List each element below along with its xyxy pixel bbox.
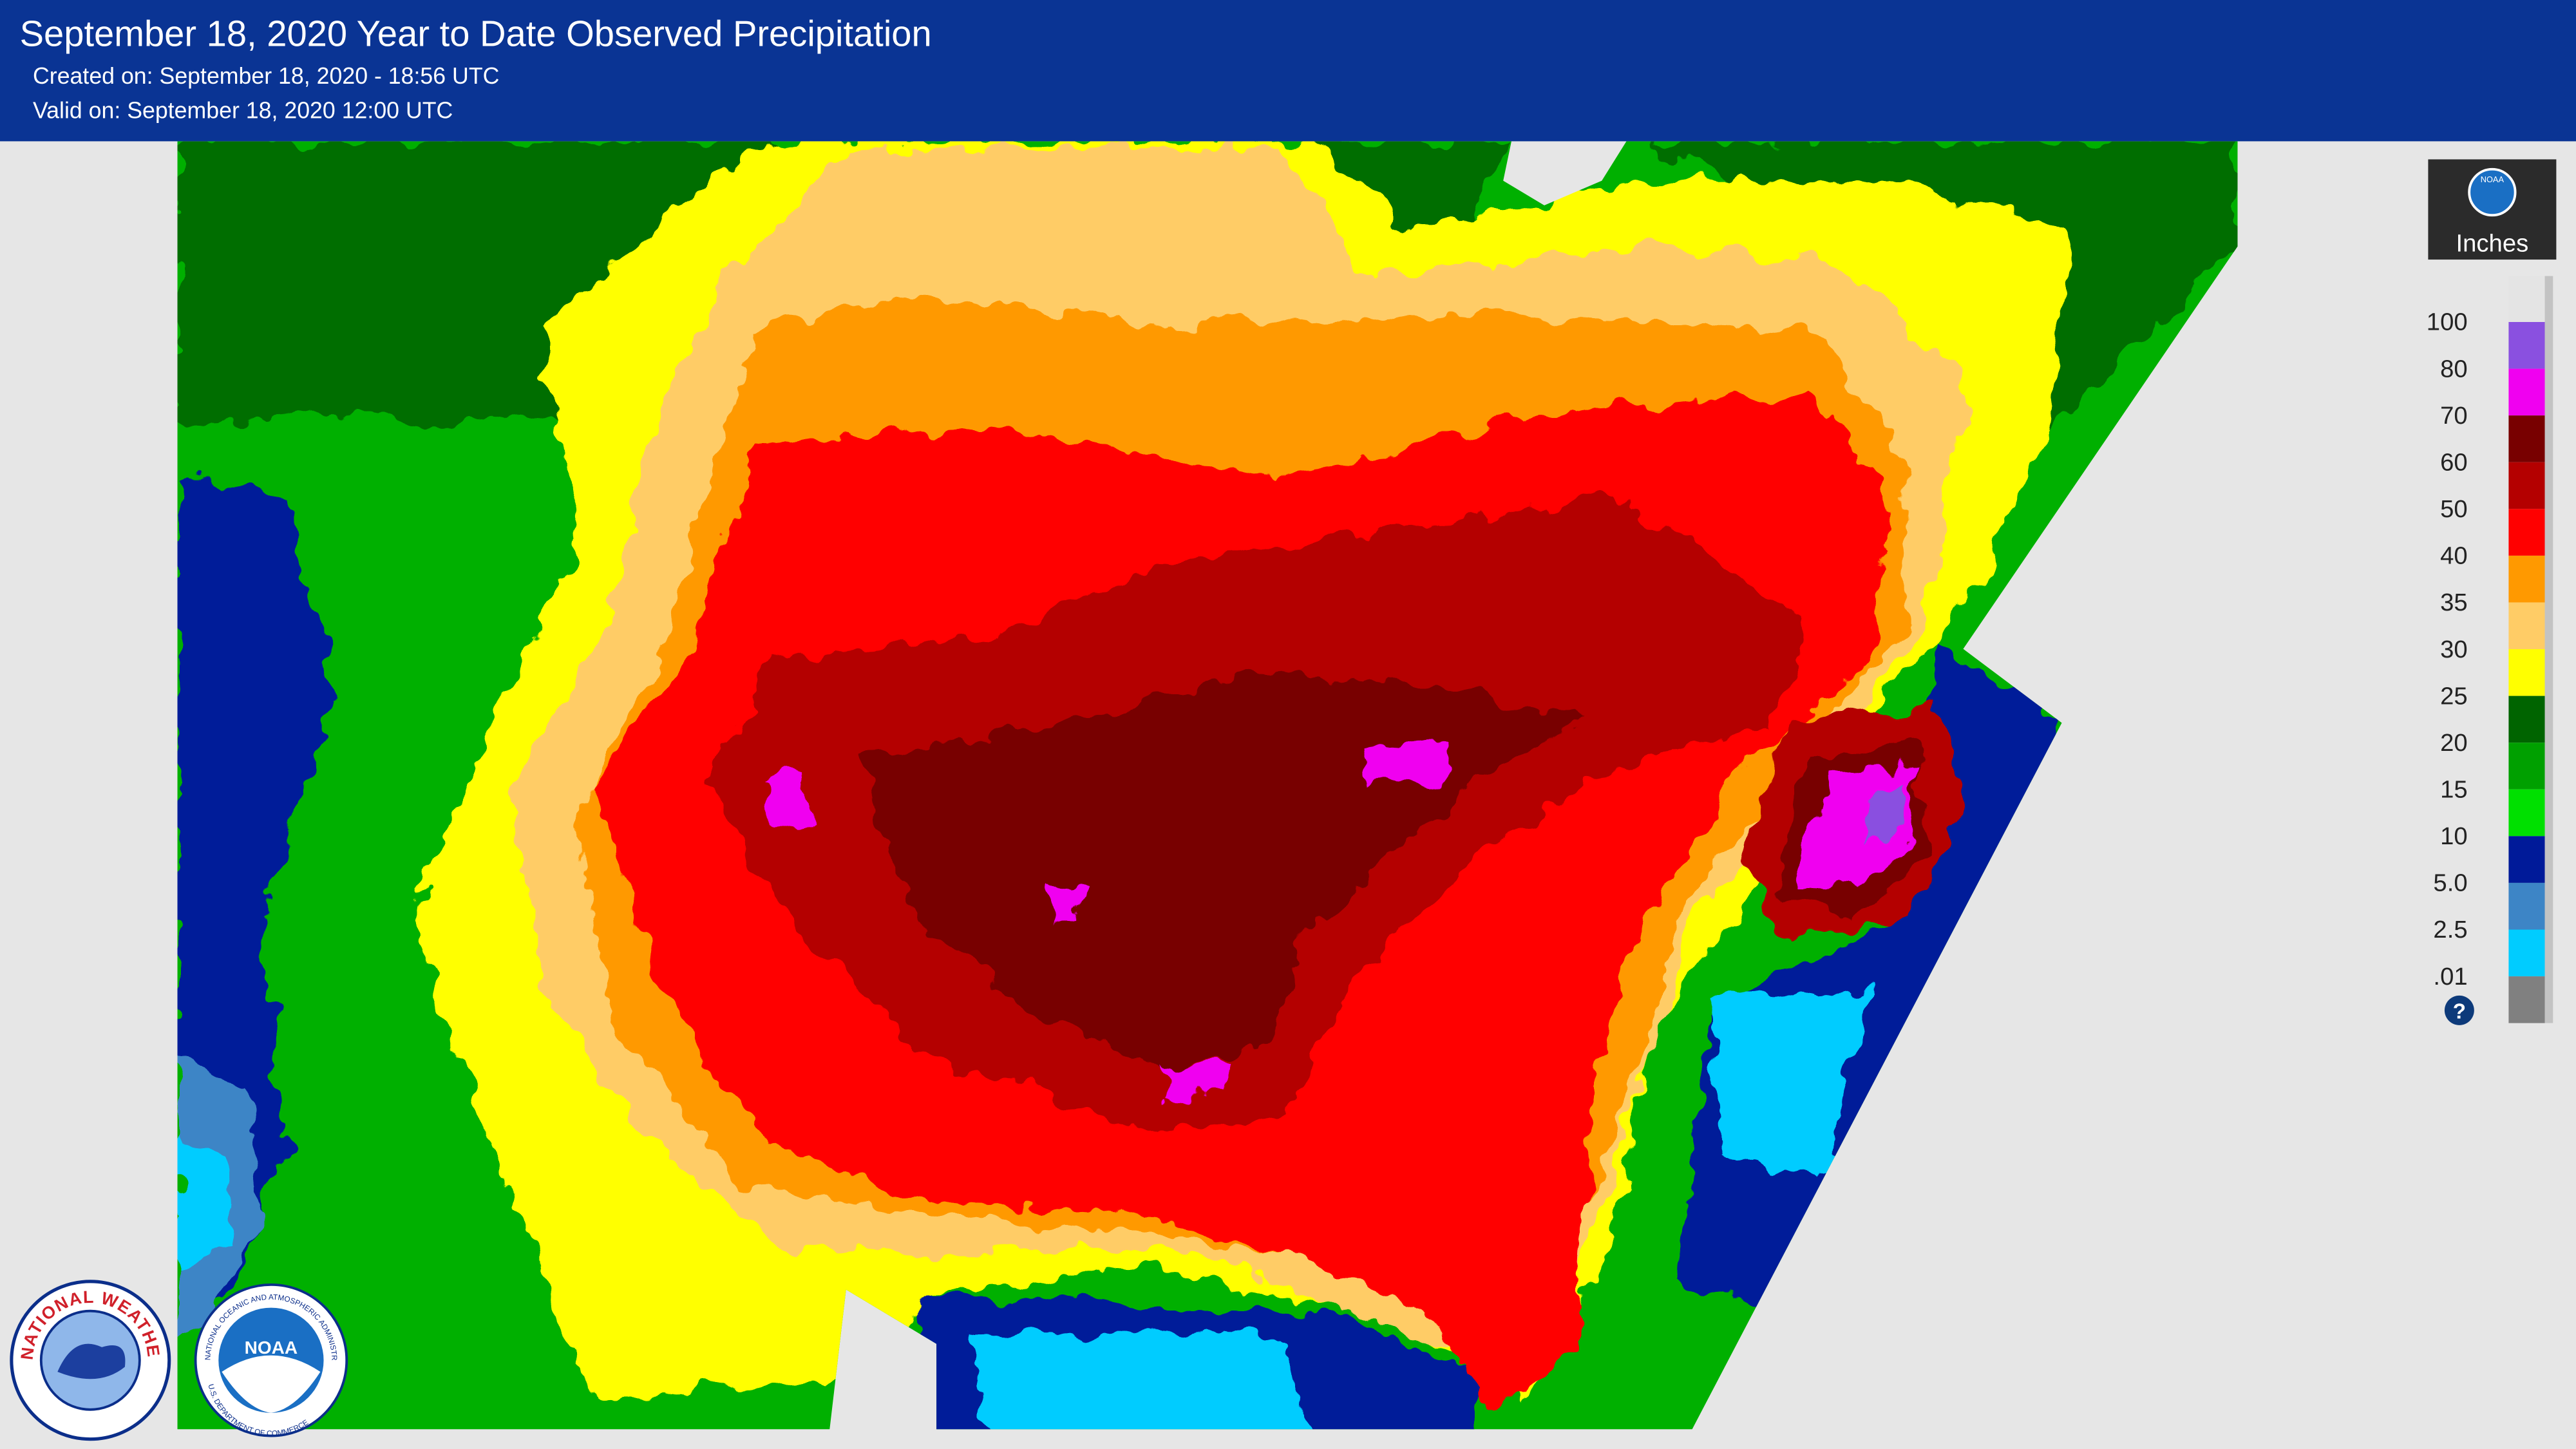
legend: NOAA Inches ? 100 80 70 60 50 40 35 30 25 20 15 10 5… <box>2427 159 2557 1025</box>
legend-swatch <box>2508 836 2545 883</box>
legend-swatch <box>2508 322 2545 369</box>
legend-swatch <box>2508 602 2545 650</box>
legend-swatch <box>2508 789 2545 837</box>
legend-label: .01 <box>2433 963 2467 990</box>
legend-label: 60 <box>2440 448 2468 476</box>
legend-swatch <box>2508 882 2545 930</box>
legend-label: 30 <box>2440 636 2468 663</box>
gulf-2-5 <box>969 1331 1314 1430</box>
legend-label: 15 <box>2440 776 2468 804</box>
region-2-5 <box>177 1133 231 1265</box>
help-button[interactable] <box>2444 995 2474 1025</box>
legend-label: 10 <box>2440 822 2468 850</box>
spot-80-c <box>1158 1059 1233 1098</box>
legend-bar-edge <box>2544 276 2553 1023</box>
noaa-text: NOAA <box>245 1338 298 1358</box>
spot-80-a <box>759 772 813 835</box>
legend-label: 20 <box>2440 729 2468 757</box>
title: September 18, 2020 Year to Date Observed… <box>20 13 932 53</box>
legend-swatch <box>2508 649 2545 696</box>
header-bar <box>0 0 2576 142</box>
legend-label: 35 <box>2440 589 2468 616</box>
legend-swatch <box>2508 509 2545 556</box>
legend-unit: Inches <box>2456 229 2529 257</box>
legend-swatch <box>2508 929 2545 977</box>
valid: Valid on: September 18, 2020 12:00 UTC <box>33 98 453 124</box>
legend-swatch-top <box>2508 276 2545 322</box>
legend-label: 70 <box>2440 402 2468 430</box>
spot-80-d <box>1051 884 1084 920</box>
help-icon[interactable]: ? <box>2453 1000 2466 1024</box>
legend-logo-icon <box>2468 167 2517 217</box>
legend-swatch <box>2508 415 2545 462</box>
legend-label: 80 <box>2440 355 2468 383</box>
noaa-gull <box>222 1355 321 1413</box>
legend-swatch <box>2508 462 2545 509</box>
legend-swatch <box>2508 696 2545 743</box>
created: Created on: September 18, 2020 - 18:56 U… <box>33 63 499 89</box>
nws-cloud <box>57 1343 126 1379</box>
legend-label: 100 <box>2427 308 2468 336</box>
nc-100 <box>1864 780 1914 846</box>
legend-label: 25 <box>2440 682 2468 710</box>
precip-map <box>177 141 2238 1430</box>
legend-swatch <box>2508 555 2545 603</box>
legend-label: 2.5 <box>2433 916 2467 943</box>
legend-label: 40 <box>2440 542 2468 570</box>
legend-logo: NOAA <box>2481 175 2505 184</box>
legend-swatch <box>2508 976 2545 1023</box>
legend-label: 50 <box>2440 495 2468 523</box>
atlantic-2-5 <box>1709 985 1873 1183</box>
legend-swatch <box>2508 368 2545 416</box>
spot-80-b <box>1363 739 1454 789</box>
legend-swatch <box>2508 743 2545 790</box>
lake <box>1503 141 1627 205</box>
legend-label: 5.0 <box>2433 869 2467 897</box>
